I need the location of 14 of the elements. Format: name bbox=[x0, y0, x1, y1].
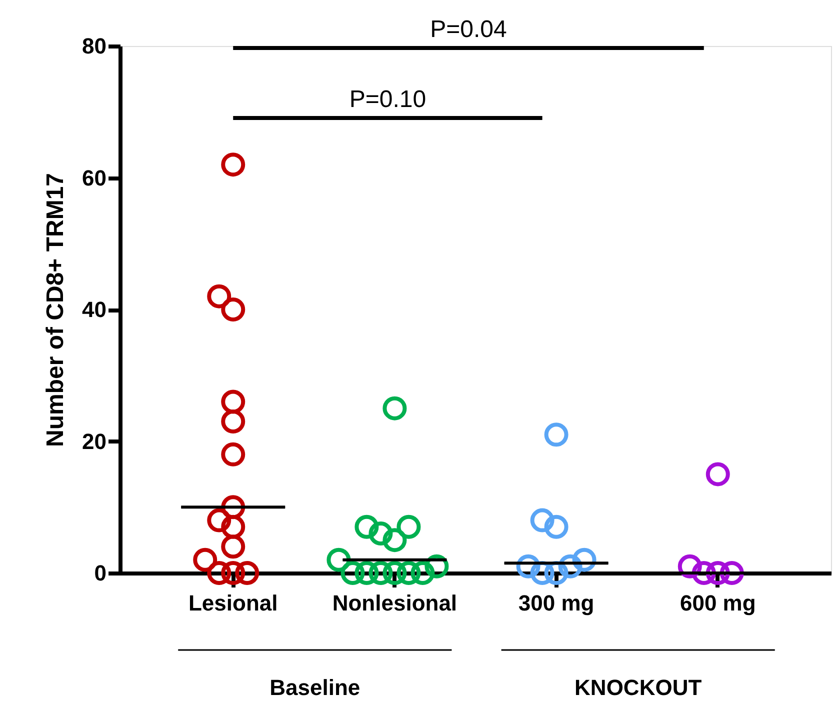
y-tick-label: 80 bbox=[82, 34, 106, 58]
x-tick-label: 300 mg bbox=[518, 590, 594, 616]
y-tick-label: 60 bbox=[82, 165, 106, 190]
text: Baseline bbox=[270, 675, 360, 700]
x-tick-label: Lesional bbox=[188, 590, 278, 616]
text: KNOCKOUT bbox=[574, 675, 702, 700]
x-tick-label: 600 mg bbox=[680, 590, 756, 616]
y-tick-label: 20 bbox=[82, 428, 106, 454]
annotation: P=0.10 bbox=[349, 86, 426, 113]
y-tick-label: 0 bbox=[94, 560, 106, 586]
x-tick-label: Nonlesional bbox=[332, 590, 458, 616]
text: P=0.04 bbox=[430, 16, 507, 43]
y-axis-title: Number of CD8+ TRM17 bbox=[42, 172, 70, 448]
y-tick-label: 40 bbox=[82, 297, 106, 322]
